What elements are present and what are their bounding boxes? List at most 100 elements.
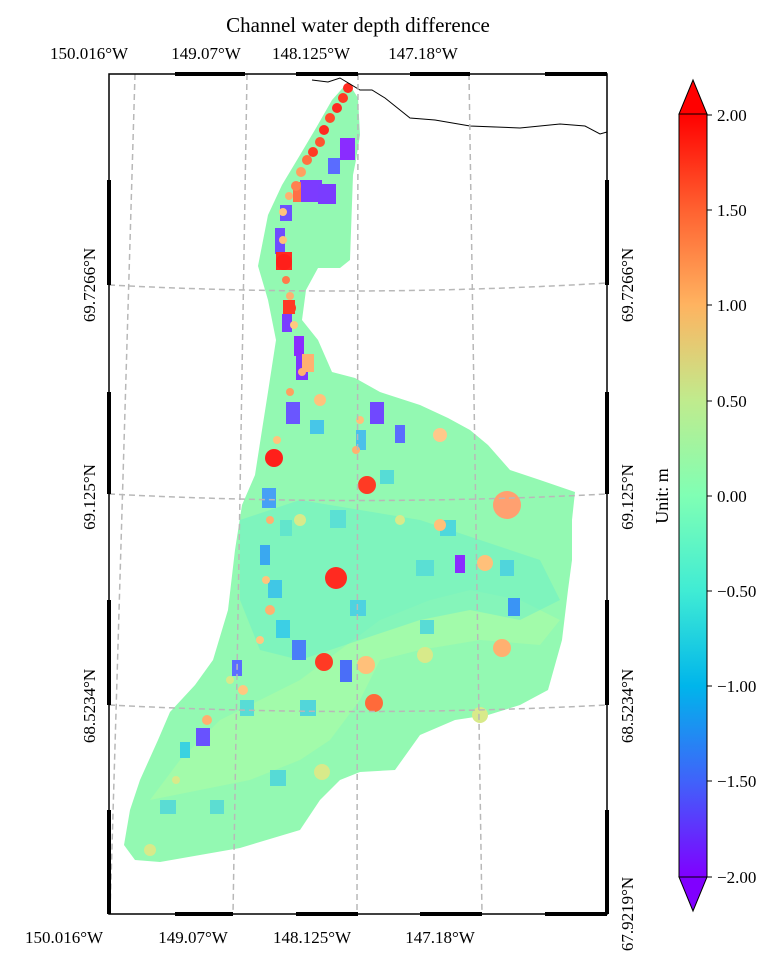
colorbar: 2.00 1.50 1.00 0.50 0.00 −0.50 −1.00 −1.… bbox=[652, 78, 756, 913]
cell bbox=[279, 208, 287, 216]
colorbar-tick-label: 1.50 bbox=[717, 201, 747, 220]
lon-label-bottom: 150.016°W bbox=[25, 928, 104, 947]
cell bbox=[302, 354, 314, 372]
lon-label-top: 149.07°W bbox=[171, 44, 242, 63]
cell bbox=[180, 742, 190, 758]
cell bbox=[202, 715, 212, 725]
frame-bar-bottom bbox=[175, 912, 233, 916]
colorbar-ticks bbox=[707, 114, 712, 878]
cell bbox=[433, 428, 447, 442]
lon-label-top: 148.125°W bbox=[272, 44, 351, 63]
lat-label-right: 69.7266°N bbox=[618, 248, 637, 322]
cell bbox=[340, 660, 352, 682]
cell bbox=[296, 167, 306, 177]
cell bbox=[395, 515, 405, 525]
cell bbox=[240, 700, 254, 716]
cell bbox=[319, 125, 329, 135]
cell bbox=[226, 676, 234, 684]
cell bbox=[508, 598, 520, 616]
frame-bar-top bbox=[545, 72, 607, 76]
cell bbox=[172, 776, 180, 784]
meridian-line bbox=[232, 73, 248, 915]
cell bbox=[276, 620, 290, 638]
cell bbox=[500, 560, 514, 576]
cell bbox=[434, 519, 446, 531]
cell bbox=[328, 158, 340, 174]
cell bbox=[308, 147, 318, 157]
meridian-line bbox=[468, 73, 483, 915]
hotspot bbox=[276, 254, 292, 270]
lat-label-left: 69.125°N bbox=[80, 464, 99, 530]
colorbar-tick-label: −2.00 bbox=[717, 868, 756, 887]
hotspot bbox=[265, 449, 283, 467]
cell bbox=[270, 770, 286, 786]
colorbar-tick-label: 1.00 bbox=[717, 296, 747, 315]
lat-label-left: 68.5234°N bbox=[80, 669, 99, 743]
channel-ridge bbox=[144, 83, 493, 856]
frame-bar-top bbox=[296, 72, 358, 76]
lon-label-bottom: 147.18°W bbox=[405, 928, 476, 947]
cell bbox=[262, 576, 270, 584]
colorbar-tick-label: −1.00 bbox=[717, 677, 756, 696]
hotspot bbox=[325, 567, 347, 589]
colorbar-tick-label: 0.50 bbox=[717, 392, 747, 411]
frame-bar-bottom bbox=[296, 912, 358, 916]
lat-label-right: 68.5234°N bbox=[618, 669, 637, 743]
frame-bar-right bbox=[605, 180, 609, 285]
cell bbox=[356, 430, 366, 450]
colorbar-extend-min bbox=[678, 876, 708, 913]
cell bbox=[370, 402, 384, 424]
frame-bar-left bbox=[107, 392, 111, 494]
cell bbox=[420, 620, 434, 634]
frame-bar-right bbox=[605, 392, 609, 494]
cell bbox=[300, 700, 316, 716]
cell bbox=[314, 764, 330, 780]
hotspot bbox=[315, 653, 333, 671]
lon-label-bottom: 148.125°W bbox=[273, 928, 352, 947]
basin-overlay-cyan bbox=[240, 500, 560, 660]
cell bbox=[477, 555, 493, 571]
colorbar-label: Unit: m bbox=[652, 468, 672, 524]
cell bbox=[256, 636, 264, 644]
cell bbox=[291, 181, 301, 191]
cell bbox=[338, 93, 348, 103]
cell bbox=[282, 314, 292, 332]
frame-bar-left bbox=[107, 180, 111, 285]
frame-bar-left bbox=[107, 600, 111, 705]
frame-bar-bottom bbox=[420, 912, 482, 916]
colorbar-tick-label: −1.50 bbox=[717, 772, 756, 791]
cell bbox=[302, 155, 312, 165]
cell bbox=[286, 292, 294, 300]
cell bbox=[266, 516, 274, 524]
hotspot bbox=[365, 694, 383, 712]
graticule bbox=[108, 73, 608, 915]
hotspot bbox=[493, 639, 511, 657]
cell bbox=[160, 800, 176, 814]
lat-label-left: 69.7266°N bbox=[80, 248, 99, 322]
map-panel: 150.016°W 149.07°W 148.125°W 147.18°W 15… bbox=[25, 44, 637, 951]
cell bbox=[282, 276, 290, 284]
frame-bar-left bbox=[107, 810, 111, 914]
cell bbox=[310, 420, 324, 434]
colorbar-tick-label: 2.00 bbox=[717, 106, 747, 125]
cell bbox=[318, 184, 336, 204]
cell bbox=[315, 137, 325, 147]
cell bbox=[286, 402, 300, 424]
cell bbox=[290, 321, 298, 329]
lat-label-right: 67.9219°N bbox=[618, 877, 637, 951]
hotspot bbox=[493, 491, 521, 519]
cell bbox=[416, 560, 434, 576]
cell bbox=[238, 685, 248, 695]
cell bbox=[417, 647, 433, 663]
cell bbox=[265, 605, 275, 615]
cell bbox=[293, 182, 301, 202]
colorbar-extend-max bbox=[678, 78, 708, 115]
colorbar-tick-label: −0.50 bbox=[717, 582, 756, 601]
hotspot bbox=[358, 476, 376, 494]
cell bbox=[380, 470, 394, 484]
cell bbox=[340, 138, 355, 160]
cell bbox=[357, 656, 375, 674]
frame-bar-top bbox=[175, 72, 245, 76]
cell bbox=[286, 388, 294, 396]
cell bbox=[196, 728, 210, 746]
